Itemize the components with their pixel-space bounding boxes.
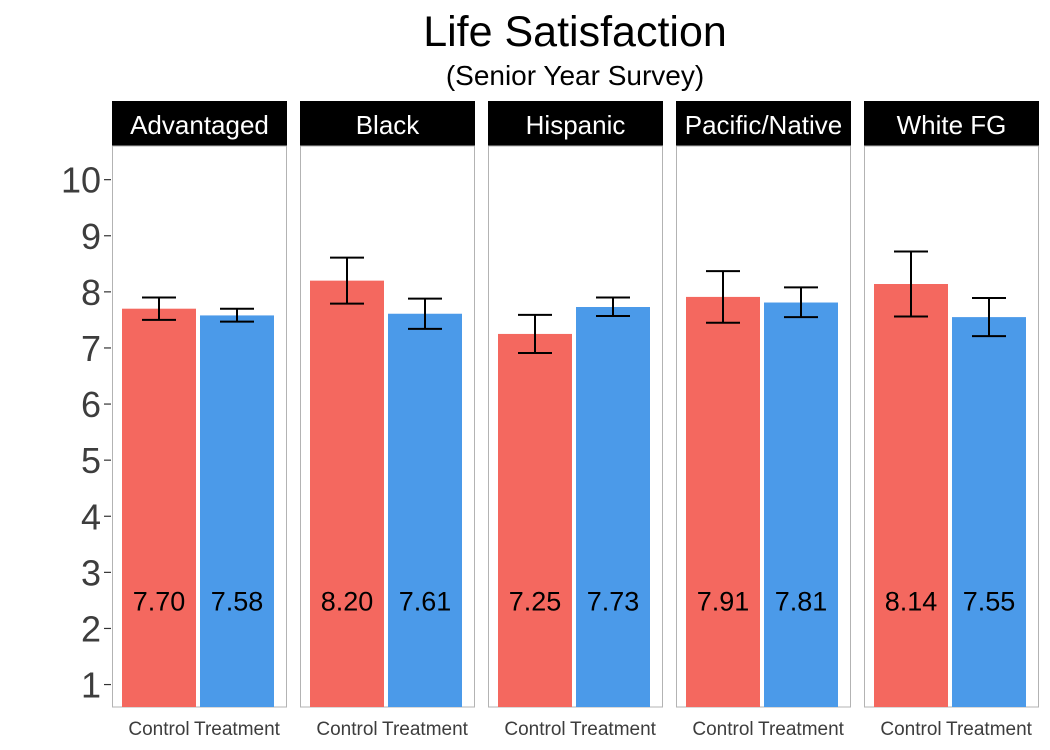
facet-strip-label: Hispanic: [526, 110, 626, 140]
x-tick-label: Control: [316, 719, 377, 740]
facet-strip-label: Pacific/Native: [685, 110, 843, 140]
panel-border: [864, 145, 1039, 708]
panel-border: [488, 145, 663, 708]
x-tick-label: Control: [128, 719, 189, 740]
panel-border: [300, 145, 475, 708]
y-tick-label: 1: [81, 665, 101, 706]
facet-strip-label: White FG: [897, 110, 1007, 140]
x-tick-label: Treatment: [946, 719, 1033, 740]
x-tick-label: Control: [880, 719, 941, 740]
y-tick-label: 2: [81, 608, 101, 649]
facet-panels: Advantaged 7.70 Control 7.58 Treatment Black 8…: [112, 101, 1039, 740]
bar-value-label: 7.91: [697, 586, 750, 616]
chart-subtitle: (Senior Year Survey): [446, 60, 704, 91]
y-tick-label: 7: [81, 328, 101, 369]
bar-treatment: [576, 307, 650, 707]
facet-strip: [676, 101, 851, 146]
facet-panel: Black 8.20 Control 7.61 Treatment: [300, 101, 475, 740]
x-tick-label: Treatment: [382, 719, 469, 740]
y-axis: 1 2 3 4 5 6 7 8 9 10: [61, 160, 111, 706]
bar-value-label: 7.58: [211, 586, 264, 616]
bar-value-label: 7.61: [399, 586, 452, 616]
panel-border: [112, 145, 287, 708]
bar-treatment: [388, 313, 462, 707]
x-tick-label: Treatment: [570, 719, 657, 740]
facet-panel: White FG 8.14 Control 7.55 Treatment: [864, 101, 1039, 740]
bar-value-label: 7.81: [775, 586, 828, 616]
x-tick-label: Treatment: [194, 719, 281, 740]
bar-value-label: 7.25: [509, 586, 562, 616]
facet-strip-label: Advantaged: [130, 110, 269, 140]
bar-value-label: 7.55: [963, 586, 1016, 616]
x-tick-label: Control: [504, 719, 565, 740]
facet-strip: [488, 101, 663, 146]
bar-control: [686, 296, 760, 707]
facet-strip: [864, 101, 1039, 146]
bar-value-label: 8.20: [321, 586, 374, 616]
y-tick-label: 9: [81, 216, 101, 257]
bar-control: [122, 308, 196, 707]
bar-treatment: [200, 315, 274, 707]
facet-strip: [300, 101, 475, 146]
y-tick-label: 4: [81, 496, 101, 537]
facet-strip: [112, 101, 287, 146]
x-tick-label: Treatment: [758, 719, 845, 740]
bar-value-label: 7.73: [587, 586, 640, 616]
facet-panel: Pacific/Native 7.91 Control 7.81 Treatment: [676, 101, 851, 740]
bar-value-label: 7.70: [133, 586, 186, 616]
facet-strip-label: Black: [356, 110, 421, 140]
y-tick-label: 10: [61, 160, 101, 201]
bar-treatment: [952, 317, 1026, 707]
chart-title: Life Satisfaction: [423, 8, 727, 56]
x-tick-label: Control: [692, 719, 753, 740]
y-tick-label: 6: [81, 384, 101, 425]
panel-border: [676, 145, 851, 708]
bar-control: [498, 333, 572, 707]
y-tick-label: 5: [81, 440, 101, 481]
bar-treatment: [764, 302, 838, 707]
facet-panel: Hispanic 7.25 Control 7.73 Treatment: [488, 101, 663, 740]
bar-value-label: 8.14: [885, 586, 938, 616]
facet-panel: Advantaged 7.70 Control 7.58 Treatment: [112, 101, 287, 740]
y-tick-label: 3: [81, 552, 101, 593]
bar-control: [310, 280, 384, 707]
bar-control: [874, 284, 948, 707]
y-tick-label: 8: [81, 272, 101, 313]
